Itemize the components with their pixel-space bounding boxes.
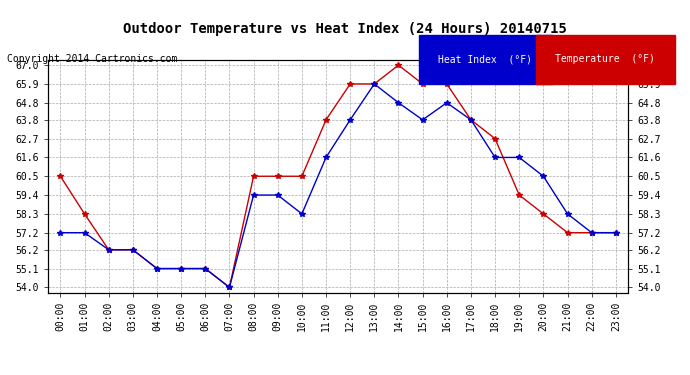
Text: Outdoor Temperature vs Heat Index (24 Hours) 20140715: Outdoor Temperature vs Heat Index (24 Ho… [123, 22, 567, 36]
Text: Copyright 2014 Cartronics.com: Copyright 2014 Cartronics.com [7, 54, 177, 64]
Text: Heat Index  (°F): Heat Index (°F) [438, 54, 532, 64]
Text: Temperature  (°F): Temperature (°F) [555, 54, 656, 64]
